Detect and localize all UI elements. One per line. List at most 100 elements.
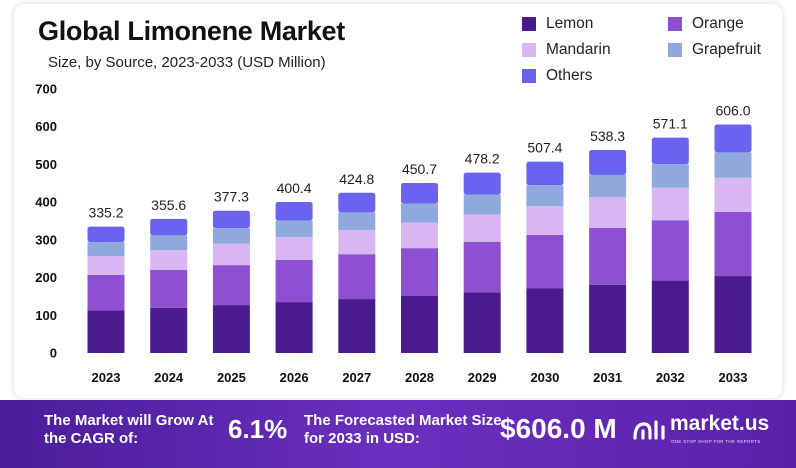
bar-segment-others <box>212 210 250 229</box>
bar-segment-mandarin <box>212 243 250 266</box>
bar-segment-grapefruit <box>87 242 125 257</box>
legend-item-mandarin: Mandarin <box>522 41 611 59</box>
bar-segment-others <box>463 172 501 195</box>
bar-segment-orange <box>651 220 689 281</box>
bar-segment-mandarin <box>463 214 501 242</box>
bar-segment-orange <box>338 254 376 300</box>
legend-item-grapefruit: Grapefruit <box>668 41 761 59</box>
bar-segment-orange <box>212 265 250 306</box>
cagr-label: The Market will Grow At the CAGR of: <box>44 412 214 447</box>
legend-swatch <box>668 17 682 31</box>
bar-segment-grapefruit <box>150 235 188 251</box>
bar-segment-lemon <box>526 288 564 353</box>
stacked-bar-chart: 0 100 200 300 400 500 600 700 335.2 2023 355.6 2024… <box>35 82 752 385</box>
x-tick-label: 2030 <box>530 370 559 385</box>
bar-total-label: 478.2 <box>465 151 500 167</box>
x-tick-label: 2026 <box>280 370 309 385</box>
bar-segment-mandarin <box>651 187 689 221</box>
x-tick-label: 2029 <box>468 370 497 385</box>
x-tick-label: 2032 <box>656 370 685 385</box>
x-tick-label: 2031 <box>593 370 622 385</box>
bar-segment-orange <box>87 274 125 311</box>
bar-segment-lemon <box>714 276 752 353</box>
legend-label: Grapefruit <box>692 41 761 58</box>
bar-segment-mandarin <box>401 222 438 249</box>
forecast-label: The Forecasted Market Size for 2033 in U… <box>304 412 502 447</box>
bar-segment-orange <box>150 270 188 308</box>
bar-segment-lemon <box>401 295 438 353</box>
forecast-value: $606.0 M <box>500 413 617 444</box>
bar-segment-orange <box>714 211 752 277</box>
x-tick-label: 2023 <box>92 370 121 385</box>
x-tick-label: 2033 <box>719 370 748 385</box>
bar-segment-others <box>150 218 188 236</box>
bar-total-label: 424.8 <box>339 171 374 187</box>
legend-label: Others <box>546 67 593 84</box>
bar-segment-grapefruit <box>401 203 438 223</box>
bar-total-label: 400.4 <box>277 180 312 196</box>
y-tick-label: 300 <box>35 232 57 247</box>
legend-label: Mandarin <box>546 41 611 58</box>
bar-segment-mandarin <box>87 256 125 275</box>
bar-segment-others <box>589 149 627 175</box>
bar-segment-others <box>401 183 438 204</box>
bar-segment-orange <box>275 259 313 303</box>
legend-swatch <box>522 43 536 57</box>
bar-segment-others <box>714 124 752 153</box>
bar-segment-orange <box>589 227 627 285</box>
bar-segment-orange <box>526 234 564 289</box>
bar-total-label: 377.3 <box>214 189 249 205</box>
legend-swatch <box>668 43 682 57</box>
x-tick-label: 2025 <box>217 370 246 385</box>
footer-banner: The Market will Grow At the CAGR of: 6.1… <box>0 400 796 468</box>
x-tick-label: 2024 <box>154 370 184 385</box>
bar-total-label: 606.0 <box>715 102 750 118</box>
bar-segment-grapefruit <box>212 228 250 244</box>
bar-segment-lemon <box>463 292 501 353</box>
chart-title: Global Limonene Market <box>38 16 345 46</box>
bar-segment-others <box>338 192 376 213</box>
bar-segment-others <box>87 226 125 243</box>
y-tick-label: 200 <box>35 270 57 285</box>
bar-segment-mandarin <box>714 177 752 212</box>
bar-segment-mandarin <box>338 230 376 255</box>
y-tick-label: 600 <box>35 119 57 134</box>
brand-tagline: ONE STOP SHOP FOR THE REPORTS <box>671 439 761 444</box>
bar-segment-lemon <box>212 305 250 353</box>
legend-item-others: Others <box>522 67 593 85</box>
bar-total-label: 507.4 <box>527 140 562 156</box>
y-tick-label: 400 <box>35 195 57 210</box>
y-tick-label: 0 <box>50 346 57 361</box>
bar-segment-grapefruit <box>275 220 313 238</box>
market-us-logo-icon <box>633 420 665 440</box>
bar-segment-grapefruit <box>651 164 689 188</box>
legend-label: Lemon <box>546 15 594 32</box>
bar-segment-mandarin <box>275 237 313 260</box>
y-tick-label: 100 <box>35 308 57 323</box>
x-tick-label: 2027 <box>342 370 371 385</box>
bar-segment-grapefruit <box>338 212 376 231</box>
bar-segment-orange <box>401 248 438 296</box>
bar-total-label: 450.7 <box>402 161 437 177</box>
bar-segment-mandarin <box>526 206 564 235</box>
bar-segment-lemon <box>338 299 376 353</box>
bar-segment-lemon <box>589 284 627 353</box>
cagr-value: 6.1% <box>228 414 288 444</box>
legend-item-orange: Orange <box>668 15 744 33</box>
bar-segment-orange <box>463 241 501 293</box>
bar-segment-lemon <box>651 280 689 353</box>
bar-segment-others <box>651 137 689 165</box>
bar-total-label: 538.3 <box>590 128 625 144</box>
bar-segment-others <box>275 201 313 221</box>
bar-segment-grapefruit <box>589 174 627 198</box>
x-tick-label: 2028 <box>405 370 434 385</box>
legend-swatch <box>522 69 536 83</box>
bar-segment-grapefruit <box>463 194 501 215</box>
bar-segment-grapefruit <box>526 185 564 207</box>
bar-total-label: 355.6 <box>151 197 186 213</box>
y-tick-label: 500 <box>35 157 57 172</box>
bar-total-label: 335.2 <box>88 205 123 221</box>
y-tick-label: 700 <box>35 82 57 97</box>
legend-item-lemon: Lemon <box>522 15 593 33</box>
brand-name: market.us <box>670 412 770 435</box>
